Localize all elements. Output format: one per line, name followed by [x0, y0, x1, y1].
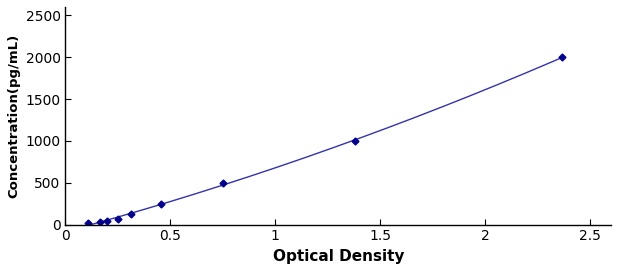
X-axis label: Optical Density: Optical Density: [273, 249, 404, 264]
Y-axis label: Concentration(pg/mL): Concentration(pg/mL): [7, 34, 20, 198]
